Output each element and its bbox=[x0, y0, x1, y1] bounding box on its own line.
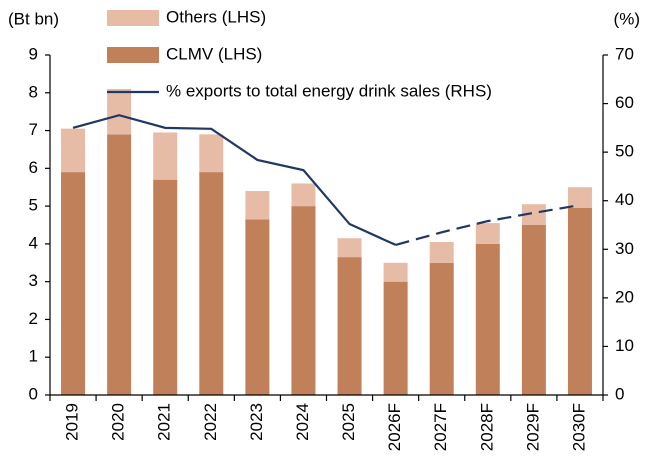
y2-tick-label: 20 bbox=[615, 287, 634, 306]
y-axis-label: (Bt bn) bbox=[8, 9, 59, 28]
line-series bbox=[395, 204, 581, 246]
bar-segment bbox=[61, 172, 86, 395]
legend-swatch bbox=[107, 47, 159, 63]
bar-segment bbox=[521, 204, 546, 225]
bar-segment bbox=[199, 172, 224, 395]
bar-segment bbox=[383, 281, 408, 395]
bar-segment bbox=[107, 89, 132, 135]
y2-tick-label: 30 bbox=[615, 239, 634, 258]
y-tick-label: 0 bbox=[29, 384, 38, 403]
bar-segment bbox=[245, 219, 270, 395]
y2-tick-label: 10 bbox=[615, 336, 634, 355]
y-tick-label: 9 bbox=[29, 44, 38, 63]
y2-axis-label: (%) bbox=[614, 9, 640, 28]
x-tick-label: 2026F bbox=[385, 403, 404, 451]
bar-segment bbox=[475, 243, 500, 395]
bar-segment bbox=[245, 191, 270, 220]
y-tick-label: 1 bbox=[29, 347, 38, 366]
x-tick-label: 2023 bbox=[247, 403, 266, 441]
x-tick-label: 2019 bbox=[63, 403, 82, 441]
legend-swatch bbox=[107, 10, 159, 26]
bar-segment bbox=[475, 223, 500, 244]
legend-label: % exports to total energy drink sales (R… bbox=[166, 81, 492, 100]
y2-tick-label: 70 bbox=[615, 44, 634, 63]
legend-label: Others (LHS) bbox=[166, 7, 266, 26]
bar-segment bbox=[521, 225, 546, 395]
y-tick-label: 7 bbox=[29, 120, 38, 139]
x-tick-label: 2027F bbox=[431, 403, 450, 451]
bar-segment bbox=[429, 262, 454, 395]
y-tick-label: 3 bbox=[29, 271, 38, 290]
x-tick-label: 2025 bbox=[339, 403, 358, 441]
bar-segment bbox=[567, 187, 592, 208]
bar-segment bbox=[199, 134, 224, 173]
y-tick-label: 4 bbox=[29, 233, 38, 252]
bar-segment bbox=[291, 183, 316, 207]
x-tick-label: 2029F bbox=[523, 403, 542, 451]
x-tick-label: 2020 bbox=[109, 403, 128, 441]
x-tick-label: 2028F bbox=[477, 403, 496, 451]
y2-tick-label: 60 bbox=[615, 93, 634, 112]
bar-segment bbox=[567, 208, 592, 395]
x-tick-label: 2021 bbox=[155, 403, 174, 441]
y2-tick-label: 0 bbox=[615, 384, 624, 403]
x-tick-label: 2024 bbox=[293, 403, 312, 441]
y2-tick-label: 50 bbox=[615, 142, 634, 161]
bar-segment bbox=[61, 128, 86, 173]
bar-segment bbox=[291, 206, 316, 395]
bar-segment bbox=[107, 134, 132, 396]
y2-tick-label: 40 bbox=[615, 190, 634, 209]
bar-segment bbox=[383, 262, 408, 282]
legend-label: CLMV (LHS) bbox=[166, 44, 262, 63]
y-tick-label: 2 bbox=[29, 309, 38, 328]
y-tick-label: 6 bbox=[29, 158, 38, 177]
bar-segment bbox=[153, 179, 178, 395]
bar-segment bbox=[337, 257, 362, 395]
bar-segment bbox=[337, 238, 362, 258]
x-tick-label: 2030F bbox=[569, 403, 588, 451]
x-tick-label: 2022 bbox=[201, 403, 220, 441]
bar-segment bbox=[153, 132, 178, 180]
bar-segment bbox=[429, 242, 454, 263]
y-tick-label: 8 bbox=[29, 82, 38, 101]
line-series bbox=[72, 114, 397, 246]
y-tick-label: 5 bbox=[29, 196, 38, 215]
